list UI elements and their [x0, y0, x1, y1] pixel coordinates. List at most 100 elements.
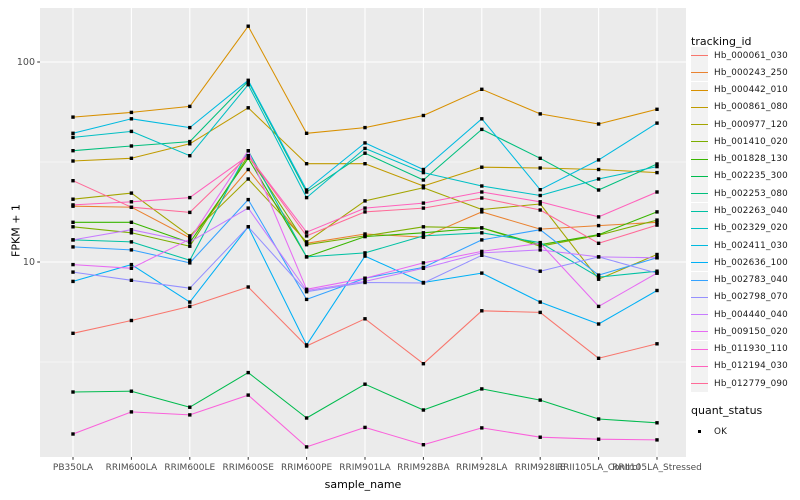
legend-item: Hb_002253_080	[691, 185, 799, 203]
data-point	[304, 343, 309, 347]
data-point	[596, 356, 601, 360]
data-point	[129, 248, 134, 252]
legend-item: Hb_002329_020	[691, 219, 799, 237]
legend-item: Hb_009150_020	[691, 323, 799, 341]
data-point	[129, 278, 134, 282]
legend-key-line	[691, 124, 708, 126]
legend-key-swatch	[691, 271, 708, 289]
data-point	[188, 300, 192, 304]
data-point	[188, 237, 192, 241]
legend-key-line	[691, 279, 708, 281]
legend-item: Hb_001828_130	[691, 150, 799, 168]
data-point	[188, 142, 192, 146]
x-tick-label: RRIM600SE	[222, 463, 274, 473]
data-point	[421, 186, 426, 190]
data-point	[421, 201, 426, 205]
data-point	[480, 127, 484, 132]
data-point	[655, 164, 659, 169]
data-point	[129, 266, 134, 270]
data-point	[304, 297, 309, 302]
data-point	[655, 107, 659, 111]
data-point	[596, 417, 601, 421]
legend-key-line	[691, 55, 708, 57]
legend-item-label: Hb_000061_030	[714, 50, 788, 61]
legend-item-label: Hb_001410_020	[714, 136, 788, 147]
data-point	[363, 141, 367, 145]
data-point	[655, 269, 659, 273]
legend-item-label: Hb_012194_030	[714, 361, 788, 372]
data-point	[480, 231, 484, 235]
x-tick-label: RRIM928LA	[456, 463, 508, 473]
data-point	[596, 255, 601, 259]
data-point	[304, 188, 309, 192]
data-point	[188, 104, 192, 109]
data-point	[246, 225, 250, 229]
data-point	[596, 122, 601, 126]
data-point	[188, 240, 192, 244]
legend-item-label: Hb_000861_080	[714, 102, 788, 113]
data-point	[363, 162, 367, 166]
data-point	[304, 131, 309, 135]
legend-key-line	[691, 365, 708, 367]
data-point	[246, 24, 250, 28]
legend-item-label: Hb_002783_040	[714, 275, 788, 286]
data-point	[304, 190, 309, 194]
data-point	[71, 159, 75, 163]
legend-item-label: OK	[714, 426, 728, 437]
legend-item: Hb_002411_030	[691, 237, 799, 255]
data-point	[363, 206, 367, 210]
data-point	[421, 266, 426, 270]
data-point	[246, 149, 250, 153]
data-point	[71, 432, 75, 436]
data-point	[480, 196, 484, 200]
data-point	[538, 193, 542, 198]
legend-key-line	[691, 106, 708, 108]
data-point	[188, 154, 192, 158]
legend-key-swatch	[691, 150, 708, 168]
y-tick-label: 100	[17, 57, 35, 68]
legend-key-swatch	[691, 98, 708, 116]
legend-item: Hb_002798_070	[691, 288, 799, 306]
data-point	[129, 156, 134, 160]
data-point	[304, 255, 309, 259]
data-point	[304, 234, 309, 238]
data-point	[421, 184, 426, 188]
legend-key-swatch	[691, 116, 708, 134]
data-point	[71, 149, 75, 153]
legend-item-label: Hb_002798_070	[714, 292, 788, 303]
data-point	[538, 208, 542, 212]
data-point	[129, 410, 134, 414]
legend-item: Hb_000442_010	[691, 81, 799, 99]
legend-key-point	[697, 429, 702, 434]
data-point	[480, 271, 484, 275]
data-point	[421, 408, 426, 412]
data-point	[480, 309, 484, 313]
data-point	[480, 238, 484, 242]
legend-title-quant-status: quant_status	[691, 404, 763, 417]
data-point	[538, 112, 542, 116]
legend-item: Hb_011930_110	[691, 340, 799, 358]
data-point	[538, 310, 542, 315]
data-point	[71, 390, 75, 394]
data-point	[655, 220, 659, 224]
legend-item: Hb_012779_090	[691, 375, 799, 393]
data-point	[480, 210, 484, 214]
legend-key-swatch	[691, 237, 708, 255]
data-point	[188, 261, 192, 265]
data-point	[538, 269, 542, 273]
data-point	[655, 256, 659, 260]
legend-key-line	[691, 331, 708, 333]
data-point	[655, 421, 659, 425]
legend-item: Hb_000243_250	[691, 64, 799, 82]
legend-item-label: Hb_002329_020	[714, 223, 788, 234]
data-point	[421, 281, 426, 285]
x-tick-label: RRIM928BA	[397, 463, 450, 473]
x-tick-label: RRIM928LE	[515, 463, 566, 473]
legend-key-swatch	[691, 81, 708, 99]
legend-item: Hb_002783_040	[691, 271, 799, 289]
data-point	[655, 170, 659, 175]
legend-item-label: Hb_002411_030	[714, 240, 788, 251]
data-point	[304, 195, 309, 200]
data-point	[304, 240, 309, 244]
data-point	[129, 220, 134, 224]
